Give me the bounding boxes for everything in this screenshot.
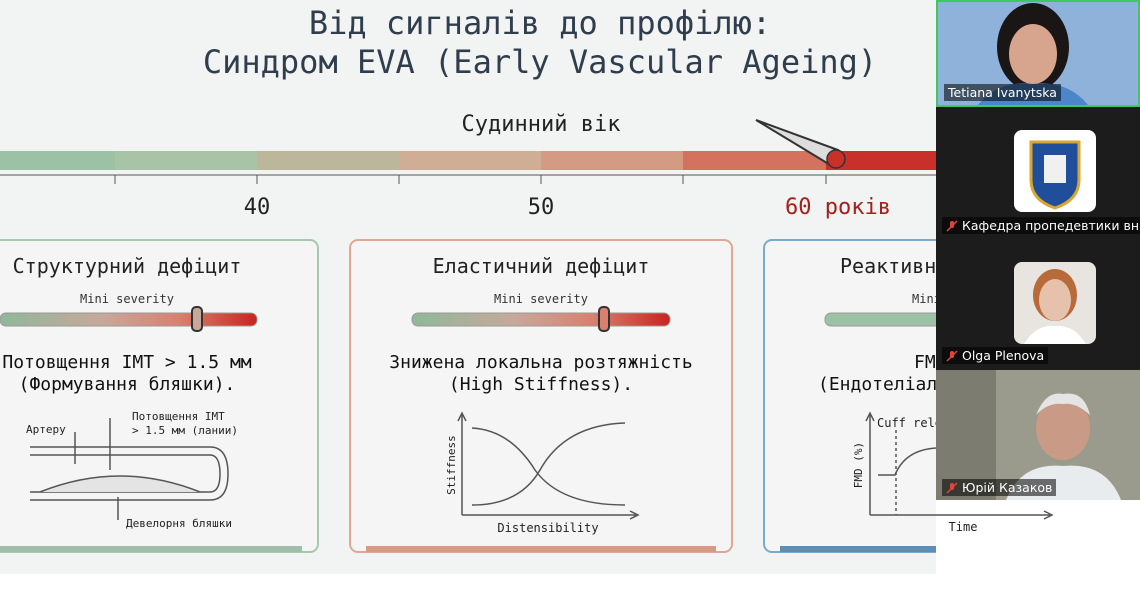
axis-label: Stiffness bbox=[445, 435, 458, 495]
participant-name: Olga Plenova bbox=[942, 347, 1049, 364]
slide-title: Синдром EVA (Early Vascular Ageing) bbox=[203, 43, 877, 81]
label: Olga Plenova bbox=[962, 348, 1045, 363]
avatar bbox=[1014, 130, 1096, 212]
participant-tile[interactable]: Юрій Казаков bbox=[936, 370, 1140, 500]
card-title: Структурний дефіцит bbox=[13, 254, 242, 278]
participant-tile[interactable]: Olga Plenova bbox=[936, 240, 1140, 368]
shared-slide: Від сигналів до профілю: Синдром EVA (Ea… bbox=[0, 0, 936, 574]
participant-name: Юрій Казаков bbox=[942, 479, 1057, 496]
axis-label: Time bbox=[949, 520, 978, 534]
scale-tick: 60 років bbox=[785, 195, 891, 220]
stiffness-graph bbox=[457, 411, 640, 520]
label: Кафедра пропедевтики вн. ме bbox=[962, 218, 1140, 233]
card: Реактивн Mini FM (Ендотеліаль Cuff rele … bbox=[763, 239, 936, 553]
label: Tetiana Ivanytska bbox=[948, 85, 1057, 100]
participants-panel: Tetiana Ivanytska Кафедра пропедевтики в… bbox=[936, 0, 1140, 500]
participant-name: Tetiana Ivanytska bbox=[944, 84, 1061, 101]
diagram-label: Потовщення IMT bbox=[132, 410, 225, 423]
severity-label: Mini severity bbox=[80, 292, 174, 306]
age-scale-bar bbox=[0, 151, 936, 184]
axis-label: Distensibility bbox=[497, 521, 598, 535]
scale-tick: 50 bbox=[528, 195, 555, 220]
diagram-label: Девелорня бляшки bbox=[126, 517, 232, 530]
card-text: (High Stiffness). bbox=[449, 374, 633, 395]
artery-diagram bbox=[30, 418, 229, 520]
diagram-label: Артеру bbox=[26, 423, 66, 436]
card-text: (Ендотеліаль bbox=[818, 374, 936, 395]
severity-label: Mini severity bbox=[494, 292, 588, 306]
diagram-label: > 1.5 мм (лании) bbox=[132, 424, 238, 437]
card-text: FM bbox=[914, 352, 936, 373]
video bbox=[936, 370, 1140, 500]
scale-label: Судинний вік bbox=[462, 112, 621, 137]
fmd-graph bbox=[865, 411, 936, 516]
axis-label: FMD (%) bbox=[852, 442, 865, 488]
card-text: Знижена локальна розтяжність bbox=[389, 352, 692, 373]
slide-overflow: Time bbox=[936, 510, 1054, 534]
participant-tile[interactable]: Tetiana Ivanytska bbox=[936, 0, 1140, 107]
diagram-label: Cuff rele bbox=[877, 416, 936, 430]
severity-label: Mini bbox=[912, 292, 936, 306]
card: Структурний дефіцит Mini severity Потовщ… bbox=[0, 239, 319, 553]
card-text: Потовщення IMT > 1.5 мм bbox=[2, 352, 251, 373]
age-pointer bbox=[755, 119, 846, 169]
participant-tile[interactable]: Кафедра пропедевтики вн. ме bbox=[936, 110, 1140, 238]
card-title: Еластичний дефіцит bbox=[433, 254, 650, 278]
participant-name: Кафедра пропедевтики вн. ме bbox=[942, 217, 1140, 234]
card: Еластичний дефіцит Mini severity Знижена… bbox=[349, 239, 733, 553]
avatar bbox=[1014, 262, 1096, 344]
card-title: Реактивн bbox=[840, 254, 936, 278]
label: Юрій Казаков bbox=[962, 480, 1053, 495]
scale-tick: 40 bbox=[244, 195, 271, 220]
slide-title: Від сигналів до профілю: bbox=[309, 4, 771, 42]
card-text: (Формування бляшки). bbox=[19, 374, 236, 395]
